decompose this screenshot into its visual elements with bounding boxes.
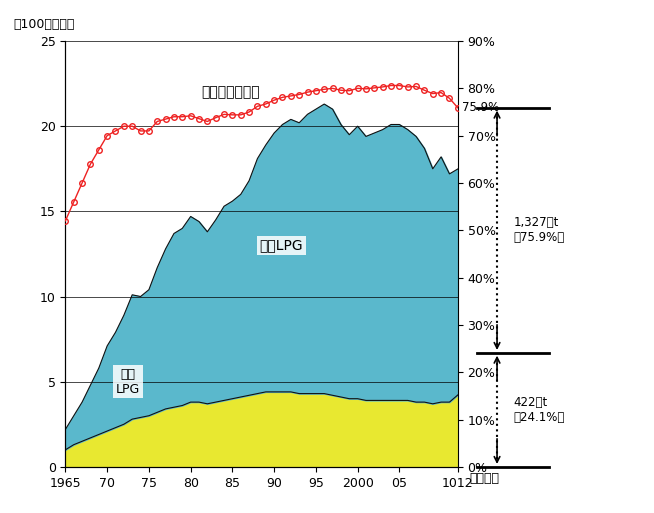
- Text: 1,327万t
（75.9%）: 1,327万t （75.9%）: [513, 216, 564, 244]
- Text: 輸入LPG: 輸入LPG: [260, 239, 303, 252]
- Text: （年度）: （年度）: [470, 472, 500, 485]
- Text: 75.9%: 75.9%: [462, 101, 499, 114]
- Text: 国産
LPG: 国産 LPG: [116, 368, 141, 396]
- Text: 輸入比率（％）: 輸入比率（％）: [201, 85, 260, 99]
- Text: 422万t
（24.1%）: 422万t （24.1%）: [513, 396, 565, 424]
- Text: （100万トン）: （100万トン）: [13, 18, 75, 31]
